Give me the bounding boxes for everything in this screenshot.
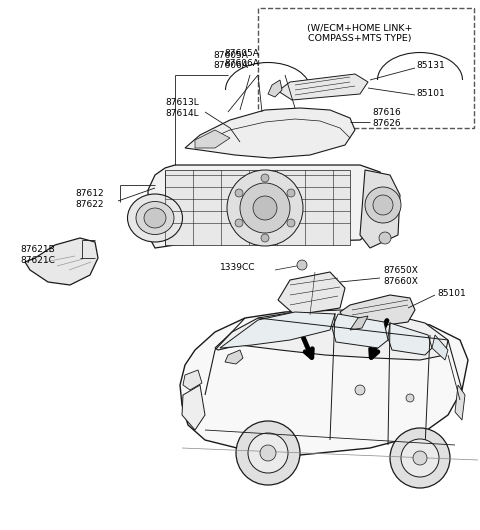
Polygon shape (455, 385, 465, 420)
Circle shape (390, 428, 450, 488)
Circle shape (287, 189, 295, 197)
Circle shape (297, 260, 307, 270)
Polygon shape (148, 165, 385, 248)
Polygon shape (360, 170, 400, 248)
Circle shape (413, 451, 427, 465)
Circle shape (379, 232, 391, 244)
Polygon shape (25, 238, 98, 285)
Bar (165, 170, 350, 245)
Polygon shape (215, 310, 448, 360)
Circle shape (248, 433, 288, 473)
Circle shape (401, 439, 439, 477)
Polygon shape (183, 370, 202, 390)
Polygon shape (432, 335, 448, 360)
Circle shape (260, 445, 276, 461)
Text: 87605A
87606A: 87605A 87606A (225, 49, 259, 68)
Circle shape (406, 394, 414, 402)
Text: 87613L
87614L: 87613L 87614L (165, 98, 199, 118)
Circle shape (287, 219, 295, 227)
Circle shape (236, 421, 300, 485)
Ellipse shape (144, 208, 166, 228)
Polygon shape (195, 130, 230, 148)
Polygon shape (220, 312, 335, 348)
Text: 85131: 85131 (416, 61, 445, 70)
Bar (258, 8, 474, 128)
Circle shape (240, 183, 290, 233)
Text: 87621B
87621C: 87621B 87621C (20, 245, 55, 264)
Polygon shape (332, 314, 388, 348)
Polygon shape (278, 272, 345, 315)
Polygon shape (350, 316, 368, 330)
Circle shape (227, 170, 303, 246)
Circle shape (261, 234, 269, 242)
Polygon shape (340, 295, 415, 328)
Polygon shape (278, 74, 368, 100)
Circle shape (235, 219, 243, 227)
Ellipse shape (128, 194, 182, 242)
Text: 85101: 85101 (416, 89, 445, 98)
Circle shape (253, 196, 277, 220)
Polygon shape (185, 108, 355, 158)
Polygon shape (388, 323, 432, 355)
Circle shape (235, 189, 243, 197)
Text: 1339CC: 1339CC (220, 263, 255, 272)
Text: (W/ECM+HOME LINK+
COMPASS+MTS TYPE): (W/ECM+HOME LINK+ COMPASS+MTS TYPE) (307, 24, 413, 43)
Polygon shape (225, 350, 243, 364)
Circle shape (373, 195, 393, 215)
Text: 87650X
87660X: 87650X 87660X (383, 266, 418, 286)
Ellipse shape (136, 201, 174, 234)
Circle shape (261, 174, 269, 182)
Text: 87616
87626: 87616 87626 (372, 108, 401, 128)
Text: 87605A
87606A: 87605A 87606A (214, 50, 249, 70)
Circle shape (365, 187, 401, 223)
Text: 87612
87622: 87612 87622 (75, 189, 104, 209)
Circle shape (355, 385, 365, 395)
Polygon shape (180, 310, 468, 455)
Polygon shape (268, 80, 282, 97)
Text: 85101: 85101 (437, 288, 466, 297)
Polygon shape (182, 385, 205, 430)
